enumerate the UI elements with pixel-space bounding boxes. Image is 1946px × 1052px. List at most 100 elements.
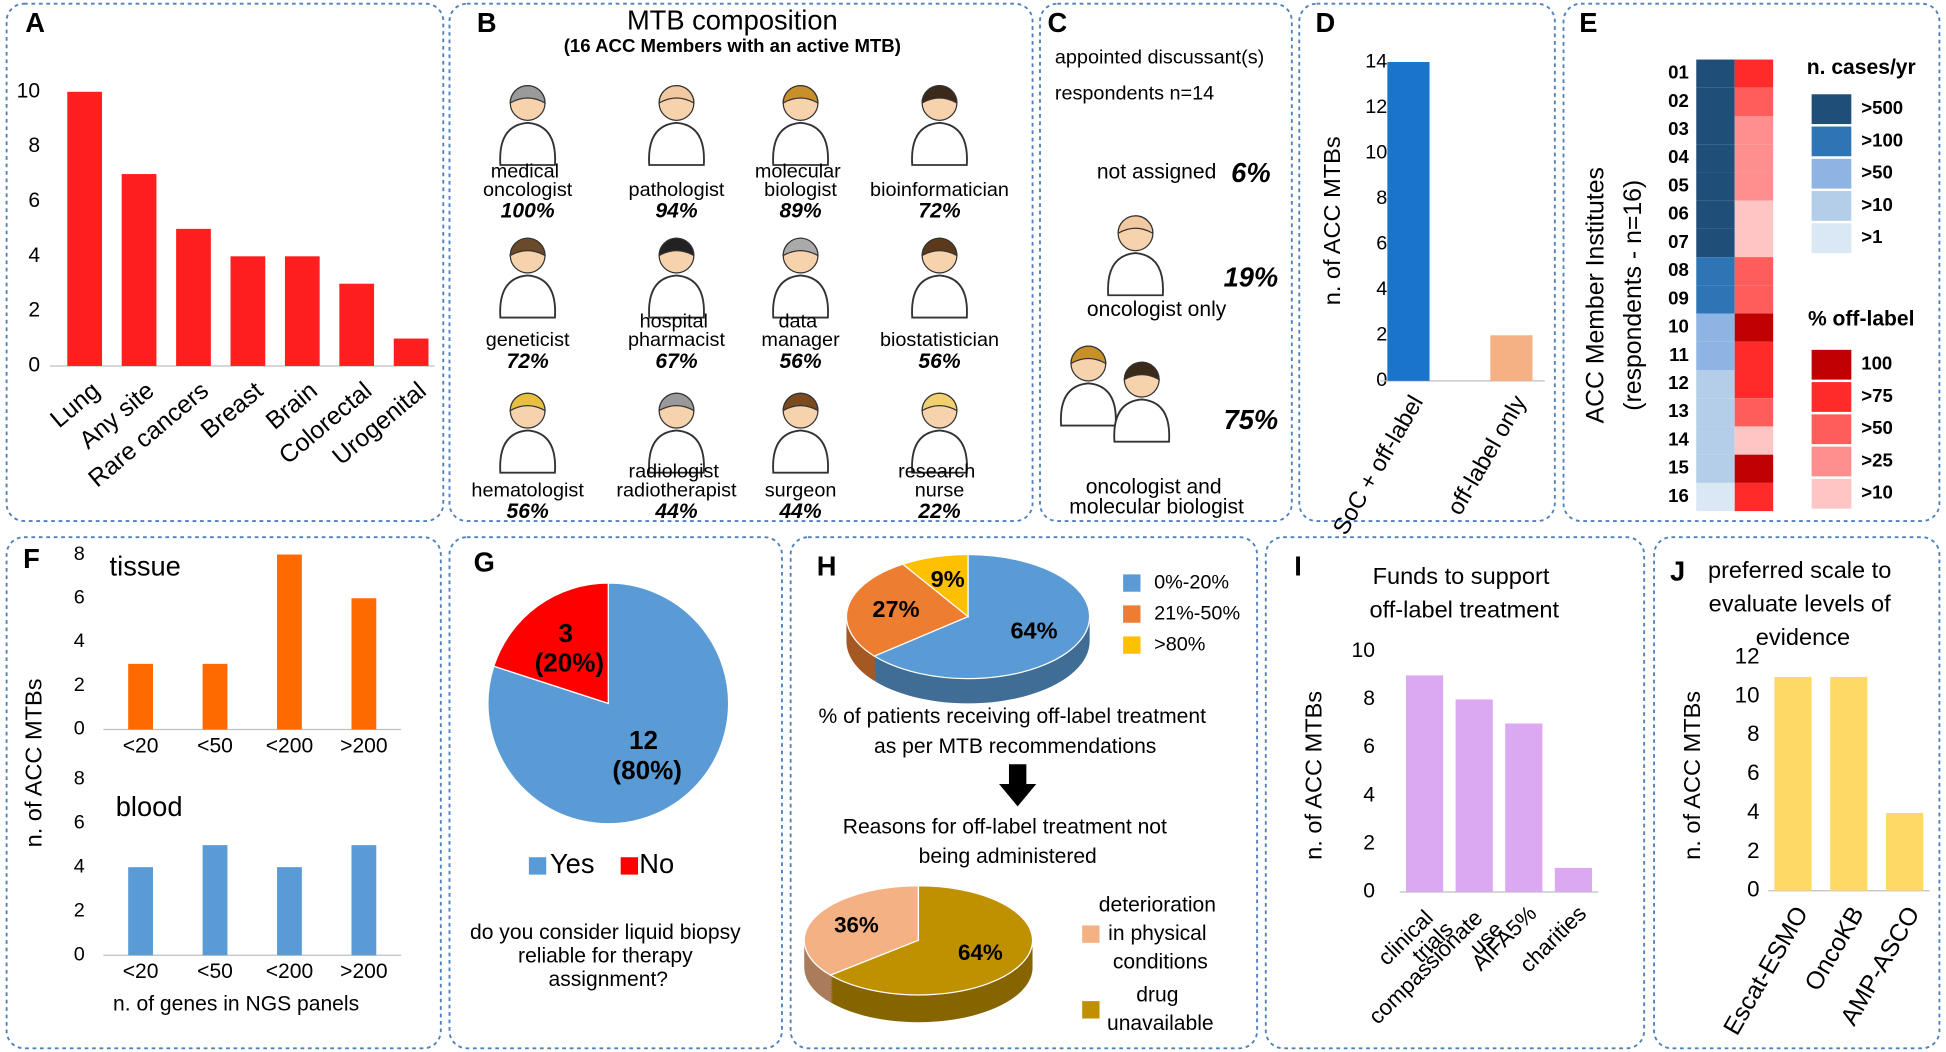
panel-letter: H xyxy=(817,550,837,581)
x-tick-label: <50 xyxy=(197,734,233,757)
y-tick-label: 0 xyxy=(1376,369,1387,391)
person-coat xyxy=(772,274,829,319)
heat-cell xyxy=(1696,398,1735,427)
bar xyxy=(277,867,302,956)
value-label: 89% xyxy=(779,200,821,223)
y-tick-label: 4 xyxy=(1363,783,1375,806)
bar xyxy=(67,91,103,366)
person-coat xyxy=(911,274,968,319)
heat-cell xyxy=(1696,369,1735,399)
value-label: 44% xyxy=(778,500,821,523)
x-tick-label: <20 xyxy=(123,734,159,757)
value-label: 94% xyxy=(655,200,697,223)
heat-cell xyxy=(1696,115,1735,145)
legend-label: >100 xyxy=(1861,129,1903,150)
y-tick-label: 4 xyxy=(74,855,85,877)
y-tick-label: 4 xyxy=(28,244,40,267)
heat-cell xyxy=(1696,454,1735,483)
row-label: 12 xyxy=(1668,372,1689,393)
panel-frame xyxy=(1264,536,1646,1050)
y-tick-label: 2 xyxy=(1747,838,1759,863)
legend-label: >500 xyxy=(1861,97,1903,118)
heat-cell xyxy=(1696,59,1735,88)
heat-cell xyxy=(1696,285,1735,314)
y-tick-label: 6 xyxy=(1376,232,1387,254)
heat-cell xyxy=(1734,87,1774,116)
row-label: 07 xyxy=(1668,231,1689,252)
role-label: bioinformatician xyxy=(870,179,1009,201)
person-hair xyxy=(509,392,546,412)
legend-swatch xyxy=(1811,414,1852,445)
bar xyxy=(1455,699,1493,892)
y-tick-label: 12 xyxy=(1735,643,1760,668)
person-hair xyxy=(1123,361,1160,381)
panel-frame xyxy=(789,536,1259,1050)
y-axis-label: n. of ACC MTBs xyxy=(1679,691,1705,860)
value-label: 12 (80%) xyxy=(612,725,681,785)
person-hair xyxy=(509,237,546,257)
value-label: 67% xyxy=(655,350,697,373)
bar xyxy=(339,283,375,366)
heat-cell xyxy=(1696,172,1735,201)
chart-title: preferred scale to evaluate levels of ev… xyxy=(1708,557,1898,650)
person-hair xyxy=(921,84,958,105)
person-hair xyxy=(782,237,819,257)
heat-cell xyxy=(1734,369,1774,399)
heat-cell xyxy=(1734,426,1774,455)
person-hair xyxy=(658,237,695,257)
bar xyxy=(1405,675,1444,892)
heat-cell xyxy=(1734,398,1774,427)
row-label: 05 xyxy=(1668,174,1689,195)
pie-slice xyxy=(829,885,1034,996)
legend-label: 21%-50% xyxy=(1154,602,1240,624)
person-coat xyxy=(772,429,829,474)
y-tick-label: 0 xyxy=(1747,877,1759,902)
legend-swatch xyxy=(620,857,639,875)
x-tick-label: <20 xyxy=(123,960,159,983)
y-tick-label: 4 xyxy=(1376,278,1387,300)
heat-cell xyxy=(1696,426,1735,455)
legend-label: >10 xyxy=(1861,194,1893,215)
y-tick-label: 10 xyxy=(17,79,40,102)
value-label: 72% xyxy=(507,350,549,373)
role-label: pathologist xyxy=(629,179,725,201)
legend-swatch xyxy=(528,857,547,875)
y-axis-label: ACC Member Institutes xyxy=(1583,167,1610,423)
person-coat xyxy=(499,121,556,166)
panel-letter: C xyxy=(1048,7,1068,38)
legend-label: 100 xyxy=(1861,353,1892,374)
value-label: 9% xyxy=(931,566,965,592)
legend-swatch xyxy=(1811,349,1852,380)
heat-cell xyxy=(1734,144,1774,173)
value-label: 64% xyxy=(958,940,1003,965)
role-label: oncologist only xyxy=(1087,298,1227,321)
legend-label: 0%-20% xyxy=(1154,571,1229,593)
row-label: 09 xyxy=(1668,287,1689,308)
chart-title: appointed discussant(s) xyxy=(1055,47,1264,69)
panel-letter: G xyxy=(474,547,495,578)
panel-letter: I xyxy=(1294,550,1302,581)
legend-swatch xyxy=(1811,94,1852,125)
value-label: 22% xyxy=(917,500,960,523)
legend-swatch xyxy=(1082,1001,1100,1019)
row-label: 06 xyxy=(1668,203,1689,224)
value-label: 72% xyxy=(918,200,960,223)
heat-cell xyxy=(1734,172,1774,201)
bar xyxy=(351,845,377,956)
heat-cell xyxy=(1696,228,1735,258)
panel-letter: B xyxy=(477,7,497,38)
y-tick-label: 0 xyxy=(1363,880,1375,903)
row-label: 08 xyxy=(1668,259,1689,280)
legend-swatch xyxy=(1123,636,1141,654)
heat-cell xyxy=(1734,59,1774,88)
x-tick-label: Breast xyxy=(196,377,268,444)
y-tick-label: 12 xyxy=(1365,96,1387,118)
y-tick-label: 8 xyxy=(1376,187,1387,209)
value-label: 6% xyxy=(1231,157,1270,188)
y-tick-label: 6 xyxy=(74,811,85,833)
legend-label: >80% xyxy=(1154,633,1205,655)
legend-swatch xyxy=(1811,223,1852,254)
panel-letter: F xyxy=(23,543,40,574)
